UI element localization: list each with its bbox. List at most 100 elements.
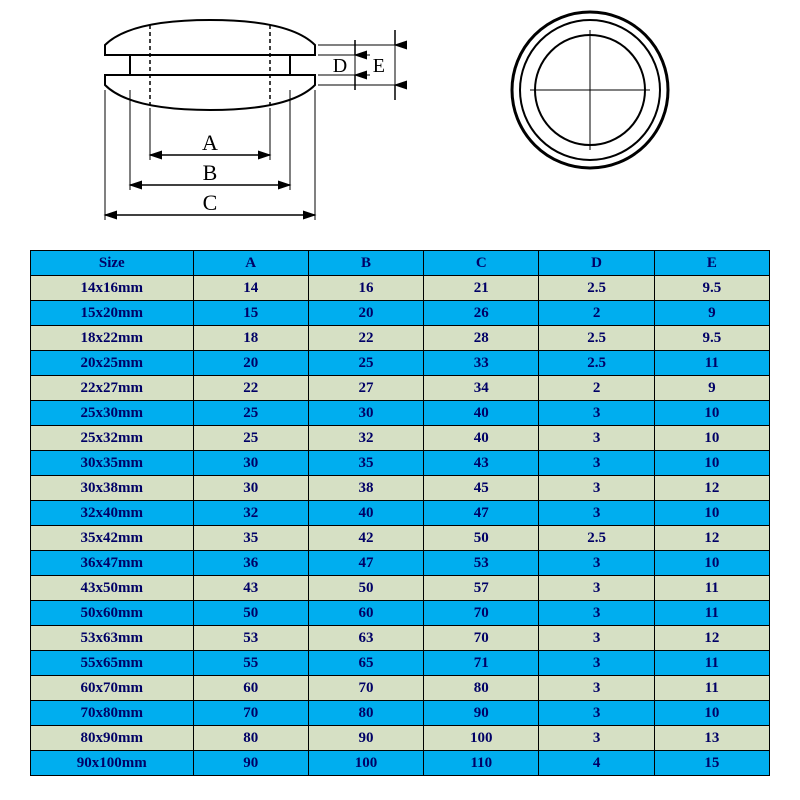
table-cell: 12	[654, 626, 769, 651]
table-cell: 36	[193, 551, 308, 576]
table-cell: 60	[193, 676, 308, 701]
table-cell: 55	[193, 651, 308, 676]
table-cell: 36x47mm	[31, 551, 194, 576]
table-cell: 21	[424, 276, 539, 301]
table-cell: 70	[424, 626, 539, 651]
dim-label-d: D	[333, 55, 347, 77]
table-row: 55x65mm556571311	[31, 651, 770, 676]
table-cell: 13	[654, 726, 769, 751]
table-cell: 32x40mm	[31, 501, 194, 526]
table-row: 90x100mm90100110415	[31, 751, 770, 776]
table-cell: 15	[654, 751, 769, 776]
table-cell: 11	[654, 651, 769, 676]
table-cell: 28	[424, 326, 539, 351]
table-row: 32x40mm324047310	[31, 501, 770, 526]
table-cell: 9.5	[654, 276, 769, 301]
table-cell: 14x16mm	[31, 276, 194, 301]
table-cell: 20x25mm	[31, 351, 194, 376]
table-cell: 10	[654, 451, 769, 476]
table-cell: 2.5	[539, 351, 654, 376]
table-cell: 47	[308, 551, 423, 576]
table-cell: 53x63mm	[31, 626, 194, 651]
table-cell: 30x38mm	[31, 476, 194, 501]
diagram-area: A B C D E	[0, 0, 800, 250]
table-cell: 55x65mm	[31, 651, 194, 676]
table-cell: 70	[193, 701, 308, 726]
table-cell: 9	[654, 376, 769, 401]
table-cell: 90	[424, 701, 539, 726]
table-cell: 80	[424, 676, 539, 701]
table-header-cell: A	[193, 251, 308, 276]
table-cell: 3	[539, 426, 654, 451]
table-row: 30x35mm303543310	[31, 451, 770, 476]
table-cell: 4	[539, 751, 654, 776]
table-cell: 33	[424, 351, 539, 376]
table-cell: 43x50mm	[31, 576, 194, 601]
table-row: 60x70mm607080311	[31, 676, 770, 701]
table-cell: 110	[424, 751, 539, 776]
table-cell: 35x42mm	[31, 526, 194, 551]
table-row: 43x50mm435057311	[31, 576, 770, 601]
table-cell: 16	[308, 276, 423, 301]
table-cell: 53	[424, 551, 539, 576]
table-cell: 35	[193, 526, 308, 551]
table-cell: 12	[654, 476, 769, 501]
table-cell: 50	[193, 601, 308, 626]
table-row: 80x90mm8090100313	[31, 726, 770, 751]
table-cell: 20	[193, 351, 308, 376]
table-row: 18x22mm1822282.59.5	[31, 326, 770, 351]
table-cell: 43	[193, 576, 308, 601]
table-row: 15x20mm15202629	[31, 301, 770, 326]
table-cell: 40	[308, 501, 423, 526]
top-view	[512, 12, 668, 168]
table-cell: 100	[308, 751, 423, 776]
table-cell: 3	[539, 576, 654, 601]
table-cell: 30x35mm	[31, 451, 194, 476]
table-cell: 2.5	[539, 326, 654, 351]
table-cell: 34	[424, 376, 539, 401]
table-cell: 3	[539, 701, 654, 726]
table-cell: 35	[308, 451, 423, 476]
table-cell: 3	[539, 626, 654, 651]
table-cell: 30	[193, 451, 308, 476]
table-cell: 71	[424, 651, 539, 676]
table-header-cell: C	[424, 251, 539, 276]
table-cell: 18	[193, 326, 308, 351]
table-cell: 3	[539, 726, 654, 751]
table-cell: 80x90mm	[31, 726, 194, 751]
table-cell: 25	[193, 401, 308, 426]
table-cell: 65	[308, 651, 423, 676]
dim-label-a: A	[202, 130, 218, 155]
table-cell: 18x22mm	[31, 326, 194, 351]
table-header-cell: Size	[31, 251, 194, 276]
table-cell: 25x30mm	[31, 401, 194, 426]
table-cell: 90	[193, 751, 308, 776]
table-cell: 3	[539, 476, 654, 501]
table-cell: 45	[424, 476, 539, 501]
table-cell: 100	[424, 726, 539, 751]
table-cell: 43	[424, 451, 539, 476]
table-cell: 2	[539, 376, 654, 401]
table-cell: 47	[424, 501, 539, 526]
table-cell: 2.5	[539, 526, 654, 551]
table-row: 35x42mm3542502.512	[31, 526, 770, 551]
table-cell: 20	[308, 301, 423, 326]
table-cell: 15x20mm	[31, 301, 194, 326]
table-row: 50x60mm506070311	[31, 601, 770, 626]
table-cell: 70x80mm	[31, 701, 194, 726]
table-cell: 30	[308, 401, 423, 426]
table-cell: 53	[193, 626, 308, 651]
table-cell: 10	[654, 401, 769, 426]
table-cell: 9.5	[654, 326, 769, 351]
table-cell: 90x100mm	[31, 751, 194, 776]
table-cell: 50	[308, 576, 423, 601]
table-cell: 10	[654, 426, 769, 451]
table-cell: 22	[193, 376, 308, 401]
table-cell: 50	[424, 526, 539, 551]
table-cell: 80	[308, 701, 423, 726]
table-cell: 3	[539, 676, 654, 701]
table-row: 20x25mm2025332.511	[31, 351, 770, 376]
dim-label-e: E	[373, 55, 385, 77]
table-cell: 50x60mm	[31, 601, 194, 626]
table-cell: 25	[193, 426, 308, 451]
